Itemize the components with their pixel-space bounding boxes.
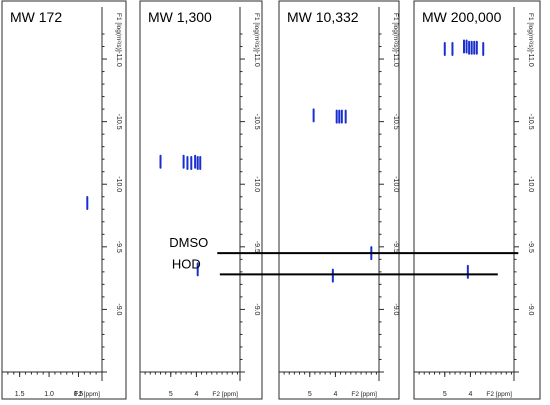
- y-axis-title: F1 [log(m²/s)]: [115, 13, 122, 52]
- y-tick-label: -10.0: [527, 176, 534, 192]
- y-tick-label: -10.0: [115, 176, 122, 192]
- x-axis-title: F2 [ppm]: [74, 391, 100, 398]
- annotation-dmso: DMSO: [169, 235, 519, 255]
- x-tick-label: 0.5: [74, 391, 84, 398]
- y-tick-label: -11.0: [392, 51, 399, 67]
- y-tick-label: -10.0: [392, 176, 399, 192]
- x-tick-label: 5: [308, 391, 312, 398]
- y-tick-label: -9.5: [527, 241, 534, 253]
- panel-2: MW 1,300 -9.0 -9.5 -10.0 -10.5 -11.0F1 [log(m…: [139, 0, 263, 400]
- panel-frame: [139, 0, 263, 400]
- panel-title: MW 1,300: [148, 9, 212, 25]
- y-tick-label: -11.0: [253, 51, 260, 67]
- x-tick-label: 5: [169, 391, 173, 398]
- y-tick-label: -11.0: [527, 51, 534, 67]
- panel-title: MW 200,000: [422, 9, 502, 25]
- panel-title: MW 10,332: [287, 9, 359, 25]
- y-tick-label: -9.5: [392, 241, 399, 253]
- reference-label: HOD: [172, 256, 201, 271]
- x-tick-label: 4: [194, 391, 198, 398]
- panel-1: MW 172 -9.0 -9.5 -10.0 -10.5 -11.0F1 [log(m²/…: [1, 0, 127, 400]
- x-axis-title: F2 [ppm]: [212, 391, 238, 398]
- x-tick-label: 4: [333, 391, 337, 398]
- y-tick-label: -10.0: [253, 176, 260, 192]
- x-tick-label: 4: [468, 391, 472, 398]
- x-tick-label: 5: [443, 391, 447, 398]
- panel-frame: [1, 0, 127, 400]
- x-tick-label: 1.0: [44, 391, 54, 398]
- y-tick-label: -11.0: [115, 51, 122, 67]
- reference-label: DMSO: [169, 235, 208, 250]
- y-tick-label: -10.5: [527, 114, 534, 130]
- x-axis-title: F2 [ppm]: [486, 391, 512, 398]
- panel-frame: [413, 0, 541, 400]
- panel-title: MW 172: [10, 9, 62, 25]
- y-axis-title: F1 [log(m²/s)]: [253, 13, 260, 52]
- x-axis-title: F2 [ppm]: [351, 391, 377, 398]
- panel-frame: [278, 0, 400, 400]
- y-tick-label: -10.5: [392, 114, 399, 130]
- panel-4: MW 200,000 -9.0 -9.5 -10.0 -10.5 -11.0F1 [log…: [413, 0, 541, 400]
- panel-3: MW 10,332 -9.0 -9.5 -10.0 -10.5 -11.0F1 [log(…: [278, 0, 400, 400]
- annotation-hod: HOD: [172, 256, 498, 276]
- y-tick-label: -9.0: [527, 303, 534, 315]
- y-axis-title: F1 [log(m²/s)]: [392, 13, 399, 52]
- y-tick-label: -9.0: [253, 303, 260, 315]
- y-tick-label: -9.5: [253, 241, 260, 253]
- y-tick-label: -9.0: [115, 303, 122, 315]
- y-tick-label: -9.0: [392, 303, 399, 315]
- x-tick-label: 1.5: [15, 391, 25, 398]
- y-axis-title: F1 [log(m²/s)]: [527, 13, 534, 52]
- y-tick-label: -10.5: [253, 114, 260, 130]
- y-tick-label: -10.5: [115, 114, 122, 130]
- y-tick-label: -9.5: [115, 241, 122, 253]
